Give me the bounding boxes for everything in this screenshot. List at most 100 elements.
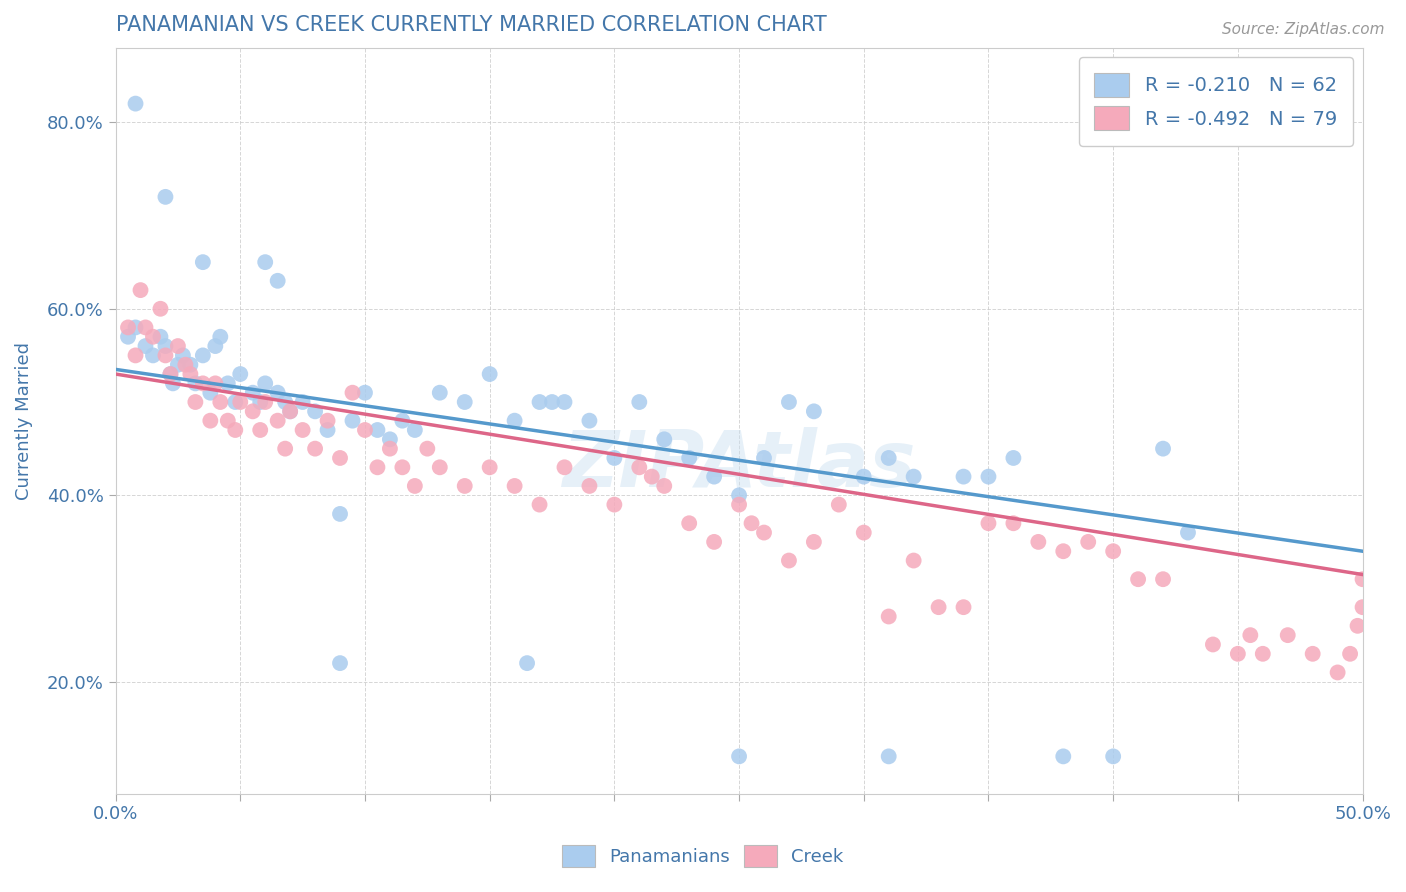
Point <box>217 414 239 428</box>
Point <box>741 516 763 531</box>
Point <box>416 442 439 456</box>
Text: Source: ZipAtlas.com: Source: ZipAtlas.com <box>1222 22 1385 37</box>
Legend: Panamanians, Creek: Panamanians, Creek <box>555 838 851 874</box>
Point <box>703 535 725 549</box>
Point <box>134 339 156 353</box>
Point <box>124 348 146 362</box>
Point <box>404 423 426 437</box>
Point <box>204 339 226 353</box>
Point <box>877 749 900 764</box>
Point <box>529 498 551 512</box>
Point <box>404 479 426 493</box>
Point <box>209 330 232 344</box>
Point <box>1077 535 1099 549</box>
Point <box>378 442 401 456</box>
Point <box>229 367 252 381</box>
Point <box>977 469 1000 483</box>
Point <box>1052 544 1074 558</box>
Point <box>516 656 538 670</box>
Point <box>877 450 900 465</box>
Point <box>329 656 352 670</box>
Point <box>454 395 477 409</box>
Point <box>1152 572 1174 586</box>
Point <box>1177 525 1199 540</box>
Point <box>149 330 172 344</box>
Point <box>728 488 751 502</box>
Point <box>266 414 288 428</box>
Point <box>155 339 177 353</box>
Point <box>249 423 271 437</box>
Point <box>254 395 277 409</box>
Point <box>1339 647 1361 661</box>
Point <box>229 395 252 409</box>
Point <box>1226 647 1249 661</box>
Point <box>366 460 388 475</box>
Point <box>1351 600 1374 615</box>
Point <box>204 376 226 391</box>
Point <box>852 525 875 540</box>
Point <box>877 609 900 624</box>
Point <box>952 600 974 615</box>
Point <box>155 190 177 204</box>
Point <box>254 255 277 269</box>
Point <box>728 498 751 512</box>
Point <box>952 469 974 483</box>
Point <box>529 395 551 409</box>
Point <box>129 283 152 297</box>
Point <box>278 404 301 418</box>
Point <box>1152 442 1174 456</box>
Point <box>1302 647 1324 661</box>
Point <box>778 553 800 567</box>
Point <box>503 414 526 428</box>
Y-axis label: Currently Married: Currently Married <box>15 342 32 500</box>
Point <box>454 479 477 493</box>
Point <box>167 358 190 372</box>
Point <box>1277 628 1299 642</box>
Point <box>117 330 139 344</box>
Point <box>117 320 139 334</box>
Point <box>159 367 181 381</box>
Point <box>179 367 201 381</box>
Point <box>167 339 190 353</box>
Point <box>778 395 800 409</box>
Point <box>541 395 564 409</box>
Point <box>278 404 301 418</box>
Point <box>142 330 165 344</box>
Point <box>316 423 339 437</box>
Point <box>200 414 222 428</box>
Point <box>603 450 626 465</box>
Point <box>266 385 288 400</box>
Point <box>191 255 214 269</box>
Point <box>184 395 207 409</box>
Point <box>828 498 851 512</box>
Point <box>641 469 664 483</box>
Point <box>149 301 172 316</box>
Point <box>316 414 339 428</box>
Point <box>378 433 401 447</box>
Point <box>342 385 364 400</box>
Point <box>1002 516 1025 531</box>
Point <box>478 367 501 381</box>
Point <box>603 498 626 512</box>
Point <box>728 749 751 764</box>
Point <box>1251 647 1274 661</box>
Point <box>1202 638 1225 652</box>
Point <box>1351 572 1374 586</box>
Text: ZIPAtlas: ZIPAtlas <box>562 427 915 503</box>
Point <box>191 348 214 362</box>
Point <box>429 385 451 400</box>
Point <box>291 395 314 409</box>
Point <box>342 414 364 428</box>
Point <box>224 423 246 437</box>
Point <box>329 507 352 521</box>
Point <box>977 516 1000 531</box>
Point <box>903 469 925 483</box>
Point <box>217 376 239 391</box>
Point <box>1028 535 1050 549</box>
Point <box>752 525 775 540</box>
Point <box>391 414 413 428</box>
Point <box>354 423 377 437</box>
Point <box>274 442 297 456</box>
Point <box>803 404 825 418</box>
Point <box>124 320 146 334</box>
